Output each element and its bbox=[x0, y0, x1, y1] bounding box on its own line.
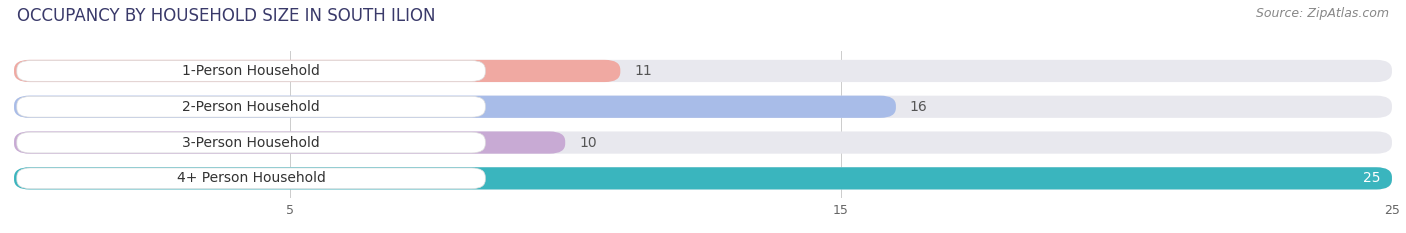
FancyBboxPatch shape bbox=[14, 96, 896, 118]
Text: 2-Person Household: 2-Person Household bbox=[183, 100, 321, 114]
Text: 1-Person Household: 1-Person Household bbox=[183, 64, 321, 78]
FancyBboxPatch shape bbox=[14, 167, 1392, 189]
FancyBboxPatch shape bbox=[14, 131, 565, 154]
Text: 11: 11 bbox=[634, 64, 652, 78]
FancyBboxPatch shape bbox=[14, 131, 1392, 154]
Text: OCCUPANCY BY HOUSEHOLD SIZE IN SOUTH ILION: OCCUPANCY BY HOUSEHOLD SIZE IN SOUTH ILI… bbox=[17, 7, 436, 25]
FancyBboxPatch shape bbox=[14, 60, 620, 82]
FancyBboxPatch shape bbox=[14, 167, 1392, 189]
Text: 4+ Person Household: 4+ Person Household bbox=[177, 171, 326, 185]
Text: 16: 16 bbox=[910, 100, 928, 114]
Text: Source: ZipAtlas.com: Source: ZipAtlas.com bbox=[1256, 7, 1389, 20]
Text: 3-Person Household: 3-Person Household bbox=[183, 136, 321, 150]
FancyBboxPatch shape bbox=[17, 132, 485, 153]
FancyBboxPatch shape bbox=[14, 96, 1392, 118]
FancyBboxPatch shape bbox=[17, 61, 485, 81]
Text: 25: 25 bbox=[1364, 171, 1381, 185]
Text: 10: 10 bbox=[579, 136, 596, 150]
FancyBboxPatch shape bbox=[17, 168, 485, 189]
FancyBboxPatch shape bbox=[17, 96, 485, 117]
FancyBboxPatch shape bbox=[14, 60, 1392, 82]
